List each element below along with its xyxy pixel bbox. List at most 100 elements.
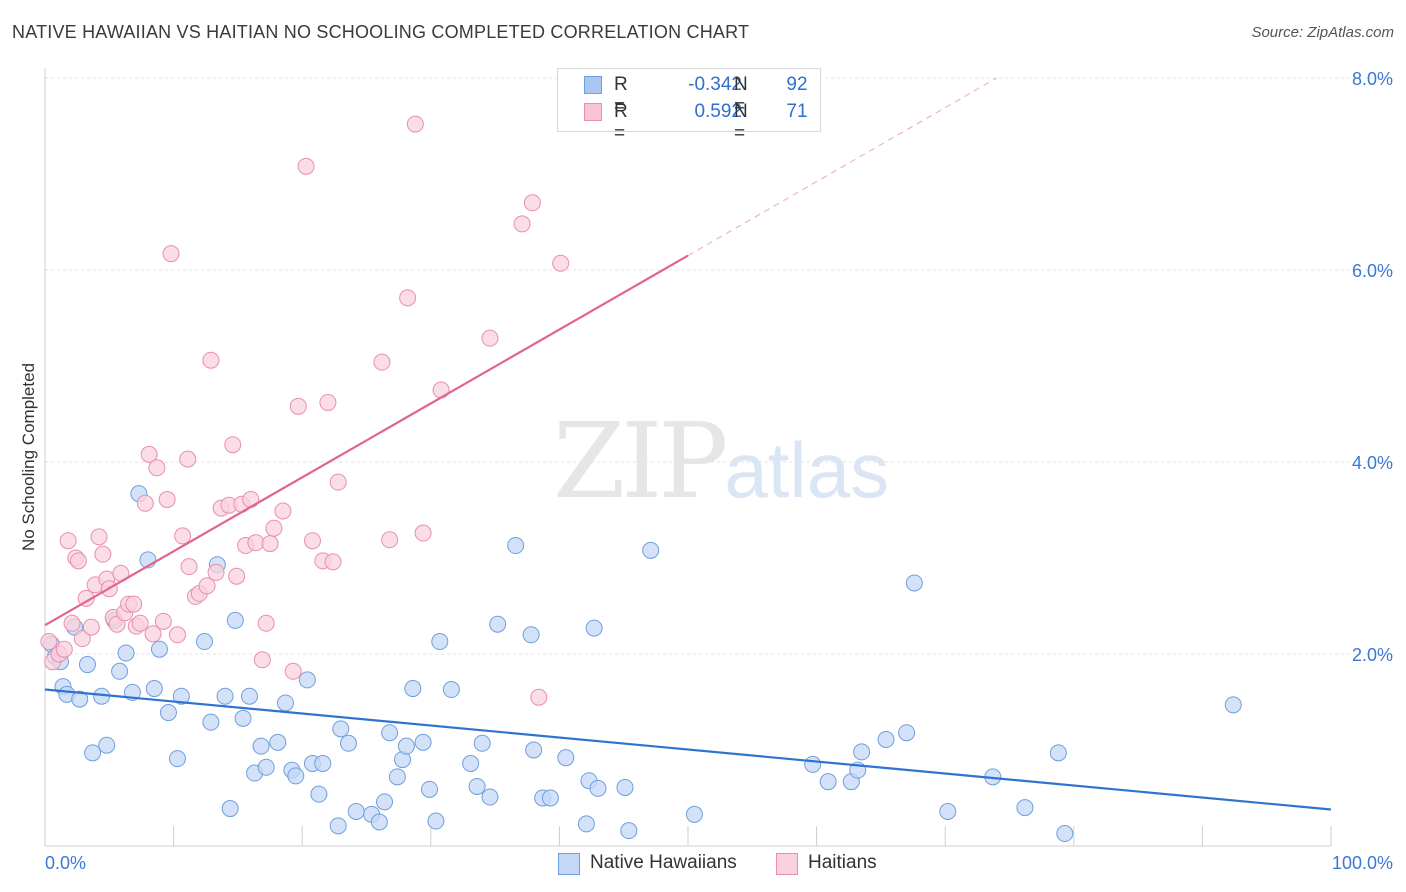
data-point [224, 436, 242, 454]
data-point [507, 537, 525, 555]
data-point [287, 767, 305, 785]
data-point [523, 194, 541, 212]
data-point [481, 788, 499, 806]
data-point [55, 640, 73, 658]
data-point [144, 625, 162, 643]
data-point [242, 490, 260, 508]
data-point [298, 671, 316, 689]
series-native-hawaiians [42, 485, 1242, 843]
data-point [332, 720, 350, 738]
data-point [589, 779, 607, 797]
data-point [158, 490, 176, 508]
data-point [853, 743, 871, 761]
data-point [174, 527, 192, 545]
data-point [414, 733, 432, 751]
data-point [202, 713, 220, 731]
y-axis-label: No Schooling Completed [19, 363, 38, 551]
data-point [399, 289, 417, 307]
legend-swatch-pink [584, 103, 602, 121]
data-point [388, 768, 406, 786]
data-point [195, 633, 213, 651]
data-point [339, 734, 357, 752]
data-point [898, 724, 916, 742]
data-point [145, 680, 163, 698]
data-point [240, 687, 258, 705]
data-point [148, 459, 166, 477]
correlation-legend: R = -0.342 N = 92 R = 0.592 N = 71 [557, 68, 821, 144]
data-point [125, 595, 143, 613]
x-tick-label-min: 0.0% [45, 853, 86, 873]
data-point [228, 567, 246, 585]
data-point [819, 773, 837, 791]
data-point [111, 662, 129, 680]
y-tick-label: 2.0% [1352, 645, 1393, 665]
data-point [314, 754, 332, 772]
data-point [257, 614, 275, 632]
legend-r-label: R = [614, 101, 628, 144]
legend-r-value: -0.342 [688, 74, 742, 95]
data-point [82, 618, 100, 636]
data-point [442, 681, 460, 699]
legend-n-label: N = [734, 101, 748, 144]
data-point [530, 688, 548, 706]
data-point [381, 531, 399, 549]
data-point [207, 563, 225, 581]
watermark: ZIPatlas [553, 400, 889, 522]
data-point [1056, 825, 1074, 843]
bottom-legend-swatch-blue [558, 853, 580, 875]
legend-r-value: 0.592 [694, 101, 742, 122]
data-point [397, 737, 415, 755]
data-point [172, 687, 190, 705]
data-point [577, 815, 595, 833]
series-haitians [40, 115, 570, 706]
data-point [319, 393, 337, 411]
data-point [585, 619, 603, 637]
data-point [117, 644, 135, 662]
data-point [381, 724, 399, 742]
data-point [140, 445, 158, 463]
trend-lines [44, 77, 1332, 811]
grid-lines [45, 77, 1392, 655]
watermark-atlas: atlas [724, 426, 890, 514]
axes [44, 68, 1332, 847]
data-point [421, 780, 439, 798]
data-point [370, 813, 388, 831]
data-point [226, 611, 244, 629]
data-point [552, 254, 570, 272]
data-point [616, 778, 634, 796]
data-point [90, 528, 108, 546]
data-point [63, 614, 81, 632]
data-point [253, 651, 271, 669]
trend-line-haitians [44, 254, 689, 627]
data-point [347, 802, 365, 820]
data-point [284, 662, 302, 680]
data-point [180, 558, 198, 576]
data-point [432, 381, 450, 399]
data-point [329, 817, 347, 835]
data-point [431, 633, 449, 651]
data-point [136, 494, 154, 512]
data-point [427, 812, 445, 830]
data-point [252, 737, 270, 755]
data-point [303, 532, 321, 550]
y-tick-label: 4.0% [1352, 453, 1393, 473]
data-point [406, 115, 424, 133]
legend-n-label: N = [734, 74, 748, 117]
data-point [247, 534, 265, 552]
data-point [168, 626, 186, 644]
data-point [269, 733, 287, 751]
bottom-legend-label: Haitians [808, 852, 877, 873]
data-point [168, 750, 186, 768]
data-point [620, 822, 638, 840]
data-point [376, 793, 394, 811]
trend-line-native-hawaiians [44, 688, 1332, 811]
tick-labels: 2.0% 4.0% 6.0% 8.0% 0.0% 100.0% No Schooling C… [19, 69, 1393, 873]
watermark-zip: ZIP [553, 400, 728, 522]
data-point [1016, 799, 1034, 817]
data-point [905, 574, 923, 592]
data-point [77, 589, 95, 607]
data-point [685, 805, 703, 823]
data-point [131, 614, 149, 632]
data-point [329, 473, 347, 491]
data-point [78, 656, 96, 674]
